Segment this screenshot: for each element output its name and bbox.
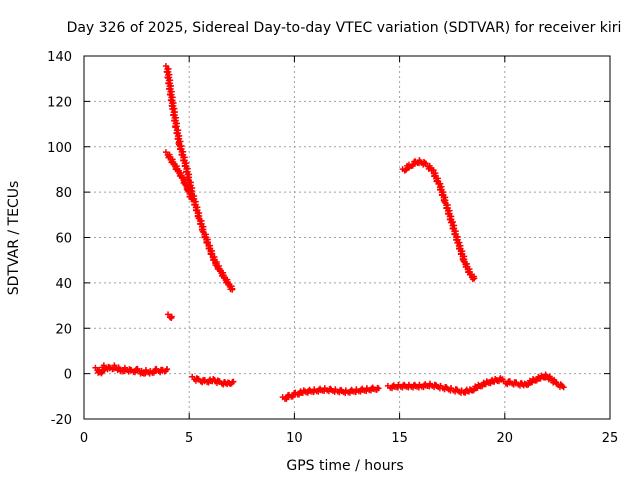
data-point	[181, 180, 188, 187]
data-point	[170, 160, 177, 167]
data-point	[191, 201, 198, 208]
data-point	[453, 236, 460, 243]
data-point	[174, 167, 181, 174]
data-point	[203, 239, 210, 246]
tick-layer: 0 5 10 15 20 25 -20 0 20 40 60 80 100 120 140	[47, 50, 618, 446]
data-point	[195, 214, 202, 221]
data-point	[188, 195, 195, 202]
data-point	[220, 273, 227, 280]
data-point	[456, 245, 463, 252]
data-point	[229, 286, 236, 293]
data-point	[460, 258, 467, 265]
x-tick-label: 5	[185, 431, 193, 446]
series-segment-7	[399, 157, 478, 283]
data-point	[175, 140, 182, 147]
data-point	[216, 267, 223, 274]
data-point	[166, 85, 173, 92]
data-point	[465, 268, 472, 275]
data-point	[443, 204, 450, 211]
plot-frame	[83, 55, 611, 420]
data-point	[201, 233, 208, 240]
data-point	[166, 91, 173, 98]
data-point	[193, 207, 200, 214]
series-segment-9	[500, 371, 567, 391]
x-tick-label: 25	[602, 431, 619, 446]
series-segment-8	[384, 375, 506, 396]
y-axis-label: SDTVAR / TECUs	[6, 181, 22, 296]
data-point	[451, 230, 458, 237]
data-point	[172, 124, 179, 131]
data-point	[435, 180, 442, 187]
data-point	[448, 219, 454, 226]
data-point	[183, 168, 190, 175]
data-point	[174, 135, 181, 142]
y-tick-label: 80	[55, 186, 72, 201]
data-point	[437, 186, 444, 193]
data-point	[173, 129, 180, 136]
data-point	[212, 260, 219, 267]
data-point	[446, 216, 453, 223]
data-point	[449, 225, 456, 232]
data-point	[439, 191, 446, 198]
x-tick-label: 20	[497, 431, 514, 446]
data-point	[433, 177, 440, 184]
x-tick-label: 0	[80, 431, 88, 446]
data-point	[230, 378, 237, 385]
data-point	[463, 263, 470, 270]
y-tick-label: 0	[64, 368, 72, 383]
data-point	[197, 220, 204, 227]
data-point	[164, 366, 171, 373]
data-point	[210, 256, 217, 263]
data-point	[375, 385, 382, 392]
series-segment-3	[162, 149, 195, 202]
data-point	[458, 250, 465, 257]
data-point	[441, 199, 448, 206]
data-point	[166, 153, 173, 160]
chart-title: Day 326 of 2025, Sidereal Day-to-day VTE…	[67, 20, 622, 36]
series-segment-5	[189, 373, 237, 388]
data-point	[180, 157, 187, 164]
data-point	[471, 275, 478, 282]
data-point	[177, 145, 184, 152]
series-segment-6	[279, 384, 382, 402]
y-tick-label: -20	[51, 413, 72, 428]
data-point	[171, 117, 178, 124]
data-point	[224, 280, 231, 287]
y-tick-label: 100	[47, 141, 72, 156]
series-segment-2	[162, 62, 236, 293]
data-point	[162, 149, 169, 156]
x-tick-label: 10	[286, 431, 303, 446]
data-point	[205, 245, 212, 252]
data-point	[181, 162, 188, 169]
data-layer	[92, 62, 567, 402]
data-point	[208, 251, 215, 258]
series-segment-1	[92, 362, 171, 377]
y-tick-label: 120	[47, 95, 72, 110]
grid-layer	[84, 56, 610, 419]
data-point	[170, 111, 177, 118]
data-point	[445, 210, 452, 217]
y-tick-label: 40	[55, 277, 72, 292]
data-point	[178, 151, 185, 158]
y-tick-label: 140	[47, 50, 72, 65]
data-point	[454, 239, 461, 246]
data-point	[199, 228, 206, 235]
y-tick-label: 20	[55, 322, 72, 337]
data-point	[431, 172, 438, 179]
data-point	[169, 106, 176, 113]
data-point	[560, 384, 567, 391]
series-segment-4	[165, 311, 175, 322]
y-tick-label: 60	[55, 232, 72, 247]
x-axis-label: GPS time / hours	[286, 458, 403, 474]
data-point	[178, 174, 185, 181]
data-point	[168, 315, 175, 322]
x-tick-label: 15	[391, 431, 408, 446]
data-point	[167, 96, 174, 103]
data-point	[429, 167, 436, 174]
data-point	[185, 187, 191, 194]
